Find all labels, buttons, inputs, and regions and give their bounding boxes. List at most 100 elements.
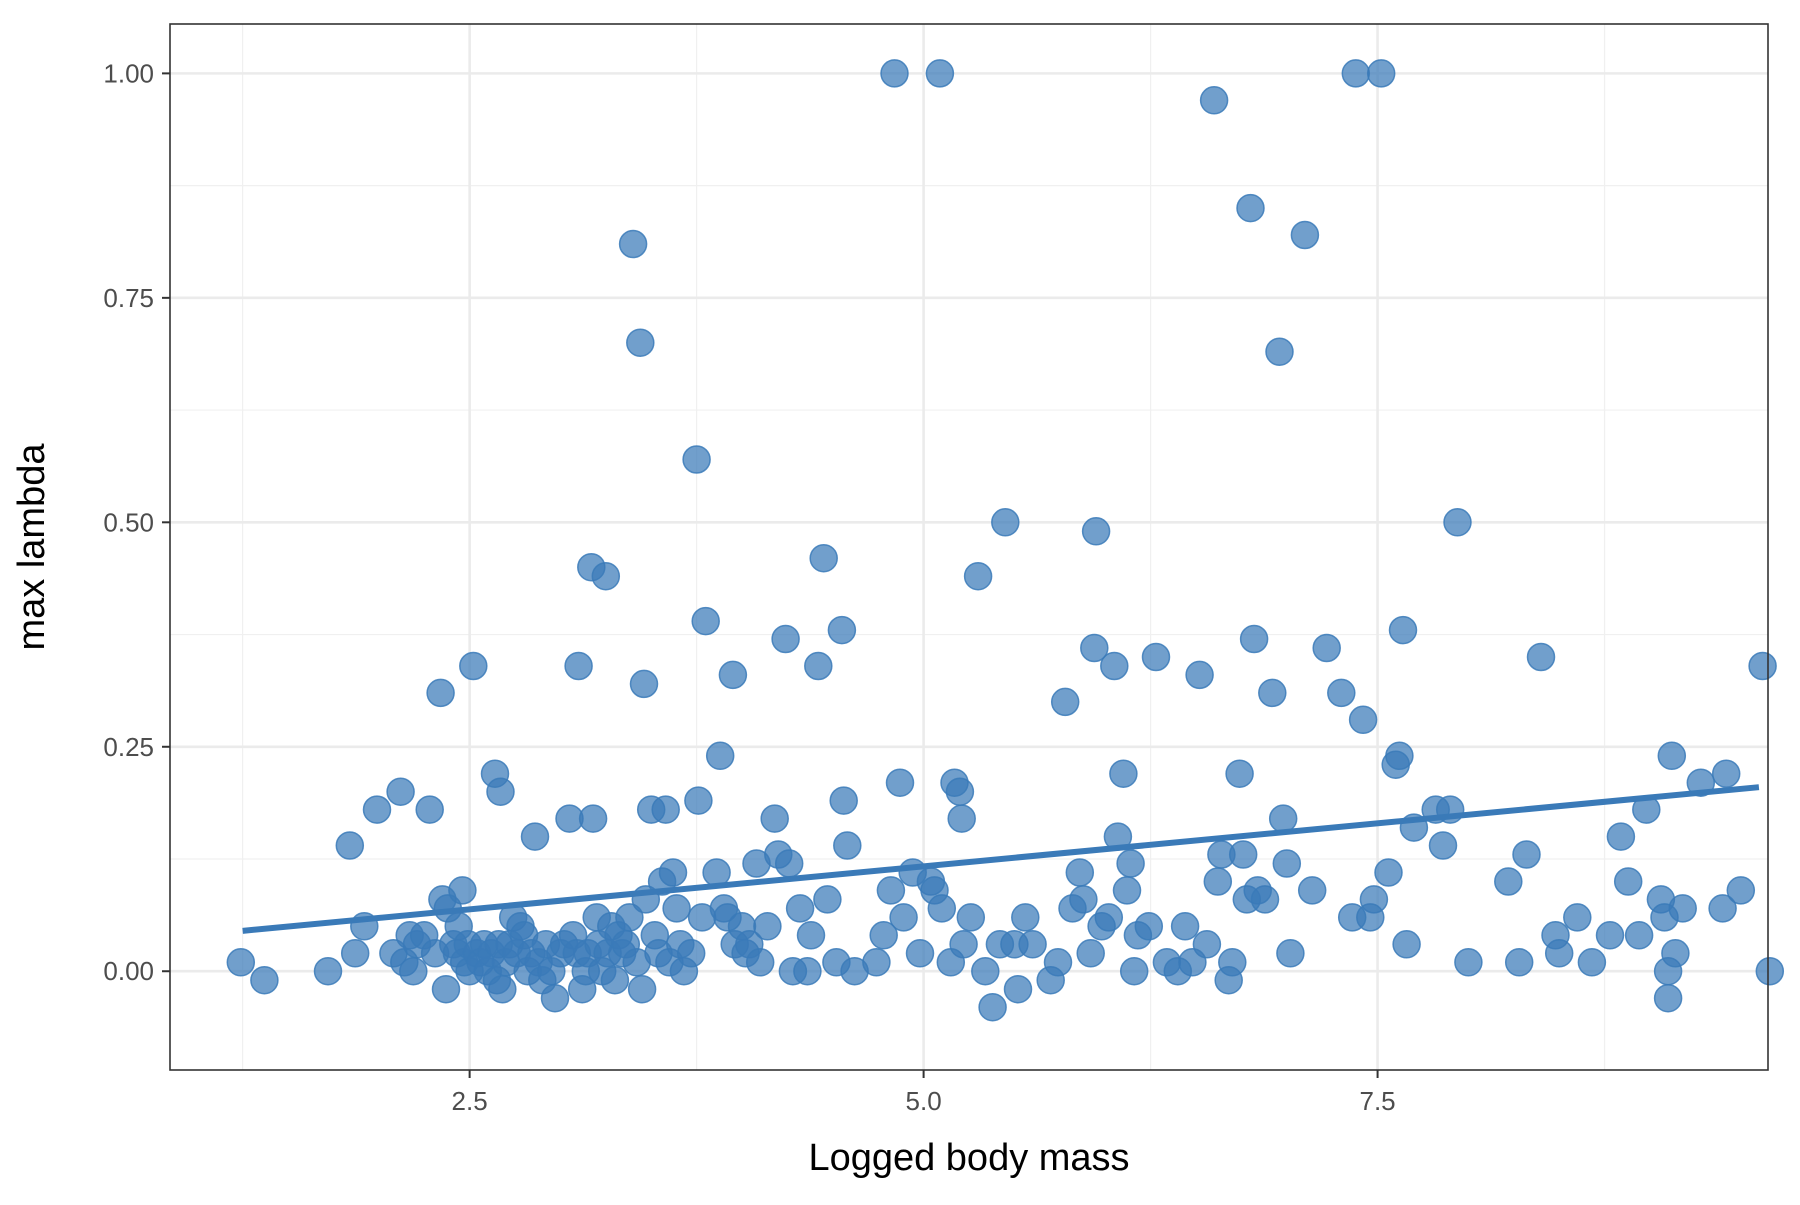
x-tick-label: 7.5	[1360, 1086, 1396, 1116]
data-point	[1624, 921, 1654, 950]
data-point	[1003, 974, 1033, 1004]
data-point	[1708, 894, 1737, 923]
data-point	[627, 974, 657, 1004]
data-point	[1374, 858, 1403, 887]
data-point	[1544, 939, 1574, 968]
y-tick-label: 0.50	[103, 507, 154, 537]
data-point	[1748, 651, 1777, 681]
data-point	[615, 903, 644, 932]
data-point	[340, 939, 370, 968]
data-point	[1385, 741, 1414, 771]
data-point	[676, 939, 706, 968]
data-point	[1065, 858, 1095, 887]
y-axis-title: max lambda	[11, 443, 53, 651]
data-point	[448, 876, 477, 905]
data-point	[1327, 678, 1356, 708]
data-point	[1657, 741, 1687, 771]
data-point	[431, 974, 461, 1004]
data-point	[1348, 705, 1378, 735]
data-point	[520, 822, 550, 851]
data-point	[1577, 948, 1607, 977]
data-point	[1225, 759, 1254, 788]
data-point	[1504, 948, 1534, 977]
data-point	[885, 768, 915, 797]
data-point	[991, 508, 1020, 537]
data-point	[626, 328, 655, 357]
data-point	[753, 912, 782, 941]
y-tick-label: 0.75	[103, 283, 154, 313]
data-point	[971, 956, 1000, 986]
data-point	[1312, 633, 1341, 663]
x-tick-label: 5.0	[906, 1086, 942, 1116]
data-point	[880, 59, 909, 88]
trend-line-layer	[242, 784, 1760, 934]
data-point	[629, 669, 659, 699]
data-point	[618, 229, 648, 259]
data-point	[1392, 930, 1421, 959]
data-point	[1239, 624, 1269, 654]
data-point	[1076, 939, 1105, 968]
data-point	[774, 849, 804, 878]
data-point	[1272, 849, 1302, 878]
data-point	[600, 965, 630, 995]
data-point	[488, 974, 517, 1004]
data-point	[1134, 912, 1164, 941]
data-point	[963, 561, 993, 591]
y-tick-label: 0.25	[103, 732, 154, 762]
data-point	[829, 786, 858, 815]
data-point	[1094, 903, 1124, 932]
data-point	[578, 804, 608, 833]
data-point	[1141, 642, 1171, 672]
data-point	[905, 939, 935, 968]
data-point	[362, 795, 392, 824]
data-point	[486, 777, 515, 806]
data-point	[862, 948, 891, 977]
x-tick-label: 2.5	[452, 1086, 488, 1116]
data-point	[809, 543, 838, 573]
data-point	[1276, 939, 1305, 968]
data-point	[1341, 59, 1371, 88]
panel-border	[169, 23, 1769, 1071]
data-point	[925, 59, 955, 88]
data-point	[927, 894, 957, 923]
data-point	[1526, 642, 1556, 672]
data-point	[386, 777, 415, 806]
axis-ticks: 2.5 5.0 7.5 0.00 0.25 0.50 0.75 1.00	[103, 58, 1395, 1116]
trend-line	[242, 784, 1760, 934]
data-point	[702, 858, 731, 887]
data-point	[658, 858, 688, 887]
data-point	[813, 885, 842, 914]
data-point	[796, 921, 826, 950]
data-point	[226, 948, 256, 977]
data-point	[250, 965, 279, 995]
data-point	[1100, 651, 1129, 681]
data-point	[1050, 687, 1080, 717]
y-tick-label: 1.00	[103, 58, 154, 88]
x-axis-title: Logged body mass	[808, 1137, 1129, 1179]
data-point	[1443, 508, 1472, 537]
data-point	[1185, 660, 1214, 690]
data-point	[1606, 822, 1636, 851]
data-point	[793, 956, 822, 986]
data-point	[889, 903, 918, 932]
data-point	[1069, 885, 1098, 914]
data-point	[1080, 633, 1109, 663]
data-point	[1563, 903, 1592, 932]
data-point	[804, 651, 833, 681]
data-point	[978, 992, 1007, 1022]
data-point	[1258, 678, 1287, 708]
data-point	[1018, 930, 1047, 959]
data-point	[785, 894, 815, 923]
data-point	[833, 831, 862, 860]
data-point	[335, 831, 365, 860]
data-point	[718, 660, 748, 690]
data-point	[1428, 831, 1458, 860]
data-point	[459, 651, 488, 681]
data-point	[1250, 885, 1280, 914]
data-point	[1388, 615, 1418, 645]
data-point	[1109, 759, 1138, 788]
data-point	[1119, 956, 1149, 986]
data-point	[1726, 876, 1756, 905]
data-points	[226, 59, 1785, 1022]
